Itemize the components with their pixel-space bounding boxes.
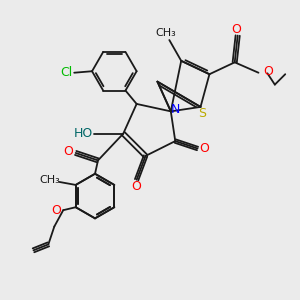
Text: CH₃: CH₃ bbox=[40, 176, 60, 185]
Text: N: N bbox=[171, 103, 180, 116]
Text: O: O bbox=[199, 142, 209, 155]
Text: O: O bbox=[263, 65, 273, 78]
Text: CH₃: CH₃ bbox=[155, 28, 176, 38]
Text: HO: HO bbox=[74, 127, 93, 140]
Text: O: O bbox=[132, 180, 142, 193]
Text: O: O bbox=[52, 204, 61, 217]
Text: Cl: Cl bbox=[60, 66, 72, 79]
Text: O: O bbox=[63, 145, 73, 158]
Text: S: S bbox=[198, 107, 206, 120]
Text: O: O bbox=[231, 23, 241, 36]
